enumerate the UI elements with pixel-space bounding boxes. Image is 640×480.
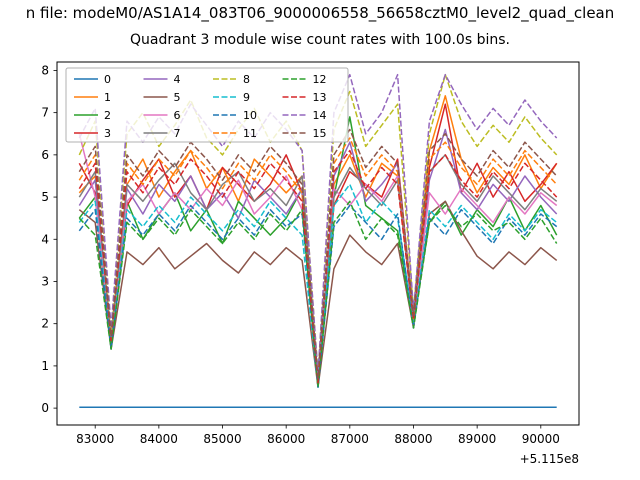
x-tick-label: 83000 [76,432,114,446]
y-tick-label: 8 [41,63,49,77]
legend-label: 3 [104,127,111,140]
legend-label: 14 [313,109,327,122]
legend-label: 7 [174,127,181,140]
legend-item-14: 14 [282,109,327,122]
legend-label: 4 [174,73,181,86]
legend-label: 12 [313,73,327,86]
legend-item-15: 15 [282,127,327,140]
x-tick-label: 84000 [140,432,178,446]
legend-item-11: 11 [213,127,257,140]
figure-suptitle: n file: modeM0/AS1A14_083T06_9000006558_… [25,4,615,22]
series-line-8 [78,73,558,376]
legend-label: 0 [104,73,111,86]
legend-item-6: 6 [143,109,181,122]
x-tick-label: 87000 [331,432,369,446]
legend-item-1: 1 [74,91,111,104]
legend-label: 8 [243,73,250,86]
y-tick-label: 7 [41,106,49,120]
legend-label: 6 [174,109,181,122]
axes-title: Quadrant 3 module wise count rates with … [130,32,510,48]
legend-label: 15 [313,127,327,140]
legend-label: 13 [313,91,327,104]
y-tick-label: 4 [41,232,49,246]
y-axis: 0 1 2 3 4 5 6 7 8 [41,63,57,415]
y-tick-label: 6 [41,148,49,162]
legend-label: 9 [243,91,250,104]
y-tick-label: 1 [41,359,49,373]
series-line-12 [78,200,558,388]
legend-label: 1 [104,91,111,104]
legend-label: 10 [243,109,257,122]
legend-item-2: 2 [74,109,111,122]
x-tick-label: 88000 [394,432,432,446]
legend-item-13: 13 [282,91,327,104]
legend-label: 5 [174,91,181,104]
legend-item-7: 7 [143,127,181,140]
y-tick-label: 0 [41,401,49,415]
legend-item-4: 4 [143,73,181,86]
legend-item-12: 12 [282,73,327,86]
legend-item-3: 3 [74,127,111,140]
series-line-10 [78,204,558,388]
x-axis-offset-label: +5.115e8 [520,452,579,466]
legend-item-8: 8 [213,73,250,86]
legend-item-9: 9 [213,91,250,104]
plot-border [56,61,580,426]
x-tick-label: 90000 [522,432,560,446]
x-tick-label: 85000 [203,432,241,446]
x-tick-label: 86000 [267,432,305,446]
series-line-13 [78,149,558,384]
legend-item-0: 0 [74,73,111,86]
legend-box [65,67,349,143]
series-group [78,73,558,409]
series-line-15 [78,128,558,380]
y-tick-label: 3 [41,274,49,288]
legend-label: 2 [104,109,111,122]
y-tick-label: 5 [41,190,49,204]
legend-item-10: 10 [213,109,257,122]
series-line-14 [78,73,558,376]
legend-item-5: 5 [143,91,181,104]
x-tick-label: 89000 [458,432,496,446]
y-tick-label: 2 [41,317,49,331]
legend-label: 11 [243,127,257,140]
x-axis: 83000 84000 85000 86000 87000 88000 89000 90000… [76,425,579,466]
